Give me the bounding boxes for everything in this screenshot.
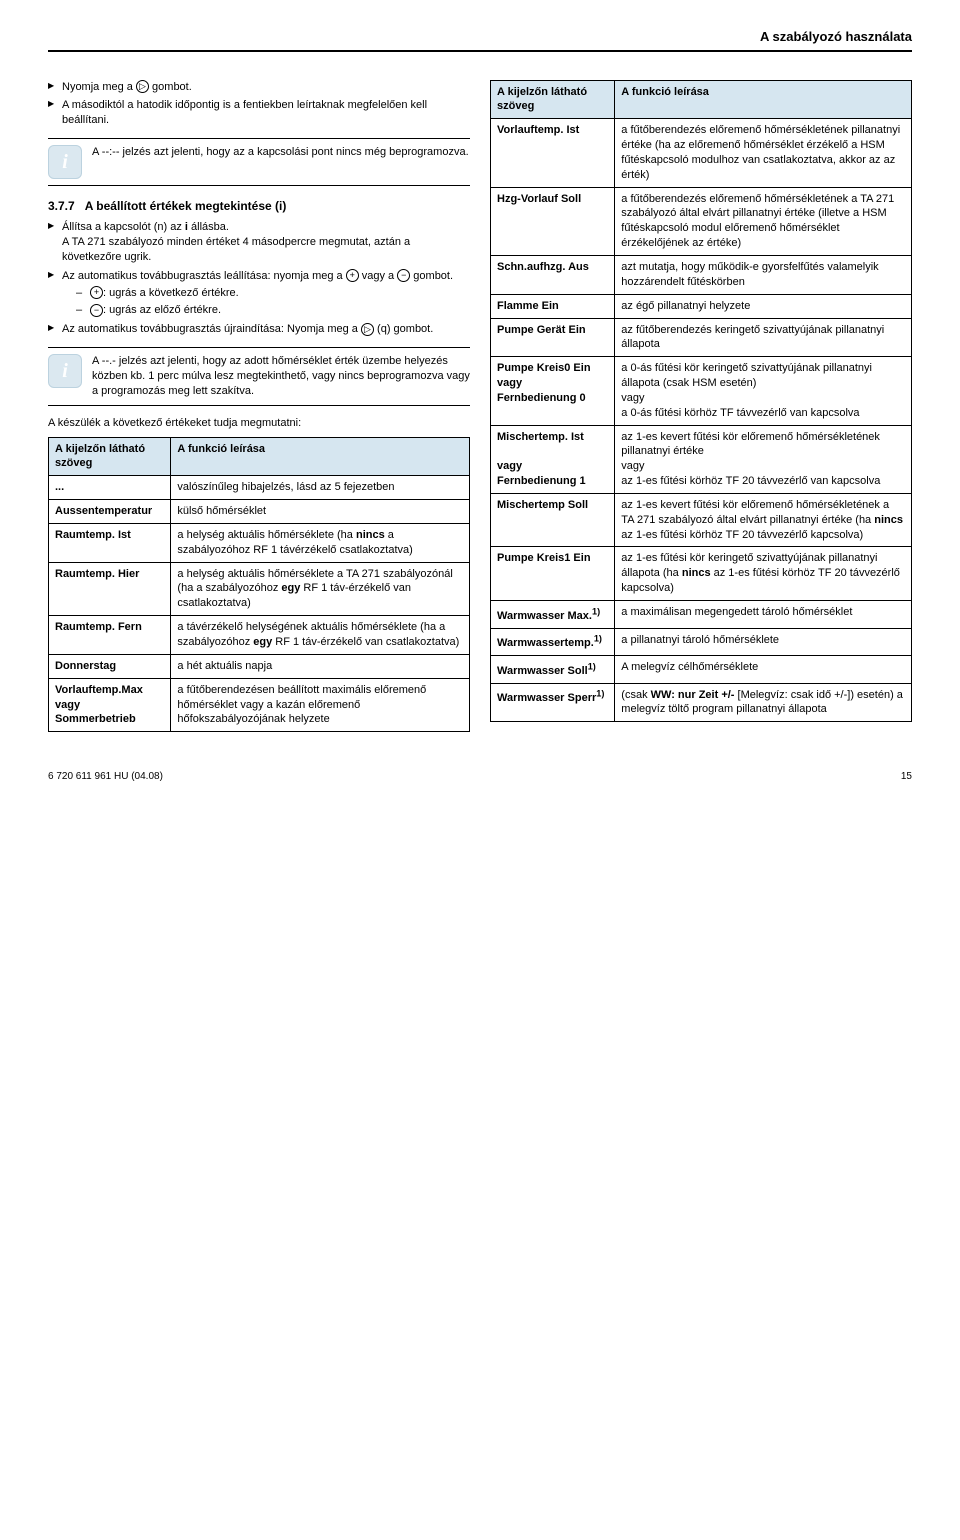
table-cell-desc: az 1-es kevert fűtési kör előremenő hőmé… — [615, 425, 912, 493]
table-row: Warmwasser Soll1)A melegvíz célhőmérsékl… — [491, 656, 912, 684]
table-header: A kijelzőn látható szöveg — [491, 80, 615, 119]
page-footer: 6 720 611 961 HU (04.08) 15 — [48, 770, 912, 784]
bullet-list-2: Állítsa a kapcsolót (n) az i állásba. A … — [48, 220, 470, 337]
table-row: Warmwasser Max.1)a maximálisan megengede… — [491, 601, 912, 629]
info-icon: i — [48, 145, 82, 179]
table-cell-label: Vorlauftemp.MaxvagySommerbetrieb — [49, 678, 171, 732]
table-cell-desc: a fűtőberendezés előremenő hőmérsékletén… — [615, 187, 912, 255]
info-box-2: i A --.- jelzés azt jelenti, hogy az ado… — [48, 347, 470, 406]
table-row: Aussentemperaturkülső hőmérséklet — [49, 500, 470, 524]
table-cell-desc: azt mutatja, hogy működik-e gyorsfelfűté… — [615, 255, 912, 294]
table-cell-desc: a maximálisan megengedett tároló hőmérsé… — [615, 601, 912, 629]
table-row: Warmwassertemp.1)a pillanatnyi tároló hő… — [491, 628, 912, 656]
table-cell-label: Warmwasser Sperr1) — [491, 683, 615, 722]
right-column: A kijelzőn látható szöveg A funkció leír… — [490, 80, 912, 741]
info-box-1: i A --:-- jelzés azt jelenti, hogy az a … — [48, 138, 470, 186]
table-row: Warmwasser Sperr1)(csak WW: nur Zeit +/-… — [491, 683, 912, 722]
table-row: Vorlauftemp. Ista fűtőberendezés előreme… — [491, 119, 912, 187]
table-row: Hzg-Vorlauf Solla fűtőberendezés előreme… — [491, 187, 912, 255]
table-header: A funkció leírása — [171, 437, 470, 476]
table-intro: A készülék a következő értékeket tudja m… — [48, 416, 470, 431]
table-cell-label: Raumtemp. Ist — [49, 523, 171, 562]
table-cell-desc: a 0-ás fűtési kör keringető szivattyúján… — [615, 357, 912, 425]
info-text: A --:-- jelzés azt jelenti, hogy az a ka… — [92, 145, 470, 160]
display-table-left: A kijelzőn látható szöveg A funkció leír… — [48, 437, 470, 733]
table-cell-label: Warmwasser Max.1) — [491, 601, 615, 629]
table-header: A funkció leírása — [615, 80, 912, 119]
table-cell-desc: az 1-es kevert fűtési kör előremenő hőmé… — [615, 493, 912, 547]
table-cell-label: Aussentemperatur — [49, 500, 171, 524]
footer-page-number: 15 — [901, 770, 912, 784]
table-row: Pumpe Kreis1 Einaz 1-es fűtési kör kerin… — [491, 547, 912, 601]
list-subtext: A TA 271 szabályozó minden értéket 4 más… — [62, 235, 470, 265]
dash-item: −: ugrás az előző értékre. — [76, 303, 470, 318]
left-column: Nyomja meg a ▷ gombot. A másodiktól a ha… — [48, 80, 470, 741]
table-header: A kijelzőn látható szöveg — [49, 437, 171, 476]
table-row: ...valószínűleg hibajelzés, lásd az 5 fe… — [49, 476, 470, 500]
display-table-right: A kijelzőn látható szöveg A funkció leír… — [490, 80, 912, 723]
table-row: Raumtemp. Ferna távérzékelő helységének … — [49, 616, 470, 655]
table-row: Pumpe Gerät Einaz fűtőberendezés keringe… — [491, 318, 912, 357]
table-cell-label: Pumpe Kreis0 EinvagyFernbedienung 0 — [491, 357, 615, 425]
table-cell-label: Pumpe Gerät Ein — [491, 318, 615, 357]
table-row: Pumpe Kreis0 EinvagyFernbedienung 0a 0-á… — [491, 357, 912, 425]
info-text: A --.- jelzés azt jelenti, hogy az adott… — [92, 354, 470, 399]
plus-icon: + — [90, 286, 103, 299]
table-cell-label: Mischertemp. IstvagyFernbedienung 1 — [491, 425, 615, 493]
table-cell-label: Mischertemp Soll — [491, 493, 615, 547]
table-cell-desc: valószínűleg hibajelzés, lásd az 5 fejez… — [171, 476, 470, 500]
table-row: Vorlauftemp.MaxvagySommerbetrieba fűtőbe… — [49, 678, 470, 732]
list-item: Az automatikus továbbugrasztás újraindít… — [48, 322, 470, 337]
table-cell-label: Raumtemp. Fern — [49, 616, 171, 655]
table-cell-desc: a helység aktuális hőmérséklete (ha ninc… — [171, 523, 470, 562]
table-cell-desc: a távérzékelő helységének aktuális hőmér… — [171, 616, 470, 655]
table-row: Mischertemp. IstvagyFernbedienung 1az 1-… — [491, 425, 912, 493]
list-item: Nyomja meg a ▷ gombot. — [48, 80, 470, 95]
table-row: Mischertemp Sollaz 1-es kevert fűtési kö… — [491, 493, 912, 547]
table-row: Schn.aufhzg. Ausazt mutatja, hogy működi… — [491, 255, 912, 294]
table-cell-desc: a fűtőberendezés előremenő hőmérsékletén… — [615, 119, 912, 187]
dash-item: +: ugrás a következő értékre. — [76, 286, 470, 301]
table-row: Raumtemp. Hiera helység aktuális hőmérsé… — [49, 562, 470, 616]
minus-icon: − — [397, 269, 410, 282]
table-cell-desc: a helység aktuális hőmérséklete a TA 271… — [171, 562, 470, 616]
table-cell-label: Donnerstag — [49, 654, 171, 678]
list-item: Az automatikus továbbugrasztás leállítás… — [48, 269, 470, 319]
triangle-icon: ▷ — [136, 80, 149, 93]
page-header: A szabályozó használata — [48, 28, 912, 52]
table-cell-desc: a pillanatnyi tároló hőmérséklete — [615, 628, 912, 656]
table-row: Raumtemp. Ista helység aktuális hőmérsék… — [49, 523, 470, 562]
table-cell-label: Warmwasser Soll1) — [491, 656, 615, 684]
table-cell-label: ... — [49, 476, 171, 500]
table-cell-label: Warmwassertemp.1) — [491, 628, 615, 656]
table-cell-label: Flamme Ein — [491, 294, 615, 318]
table-cell-desc: a fűtőberendezésen beállított maximális … — [171, 678, 470, 732]
table-cell-label: Vorlauftemp. Ist — [491, 119, 615, 187]
triangle-icon: ▷ — [361, 323, 374, 336]
list-item: Állítsa a kapcsolót (n) az i állásba. A … — [48, 220, 470, 265]
two-column-layout: Nyomja meg a ▷ gombot. A másodiktól a ha… — [48, 80, 912, 741]
table-cell-label: Raumtemp. Hier — [49, 562, 171, 616]
bullet-list-1: Nyomja meg a ▷ gombot. A másodiktól a ha… — [48, 80, 470, 129]
footer-left: 6 720 611 961 HU (04.08) — [48, 770, 163, 784]
table-cell-desc: a hét aktuális napja — [171, 654, 470, 678]
table-cell-desc: A melegvíz célhőmérséklete — [615, 656, 912, 684]
table-cell-desc: az fűtőberendezés keringető szivattyúján… — [615, 318, 912, 357]
list-item: A másodiktól a hatodik időpontig is a fe… — [48, 98, 470, 128]
dash-list: +: ugrás a következő értékre. −: ugrás a… — [76, 286, 470, 319]
table-cell-label: Schn.aufhzg. Aus — [491, 255, 615, 294]
table-cell-desc: az égő pillanatnyi helyzete — [615, 294, 912, 318]
table-cell-desc: (csak WW: nur Zeit +/- [Melegvíz: csak i… — [615, 683, 912, 722]
section-heading: 3.7.7 A beállított értékek megtekintése … — [48, 198, 470, 214]
info-icon: i — [48, 354, 82, 388]
table-cell-label: Pumpe Kreis1 Ein — [491, 547, 615, 601]
table-cell-desc: az 1-es fűtési kör keringető szivattyújá… — [615, 547, 912, 601]
table-row: Donnerstaga hét aktuális napja — [49, 654, 470, 678]
plus-icon: + — [346, 269, 359, 282]
table-row: Flamme Einaz égő pillanatnyi helyzete — [491, 294, 912, 318]
minus-icon: − — [90, 304, 103, 317]
table-cell-label: Hzg-Vorlauf Soll — [491, 187, 615, 255]
table-cell-desc: külső hőmérséklet — [171, 500, 470, 524]
